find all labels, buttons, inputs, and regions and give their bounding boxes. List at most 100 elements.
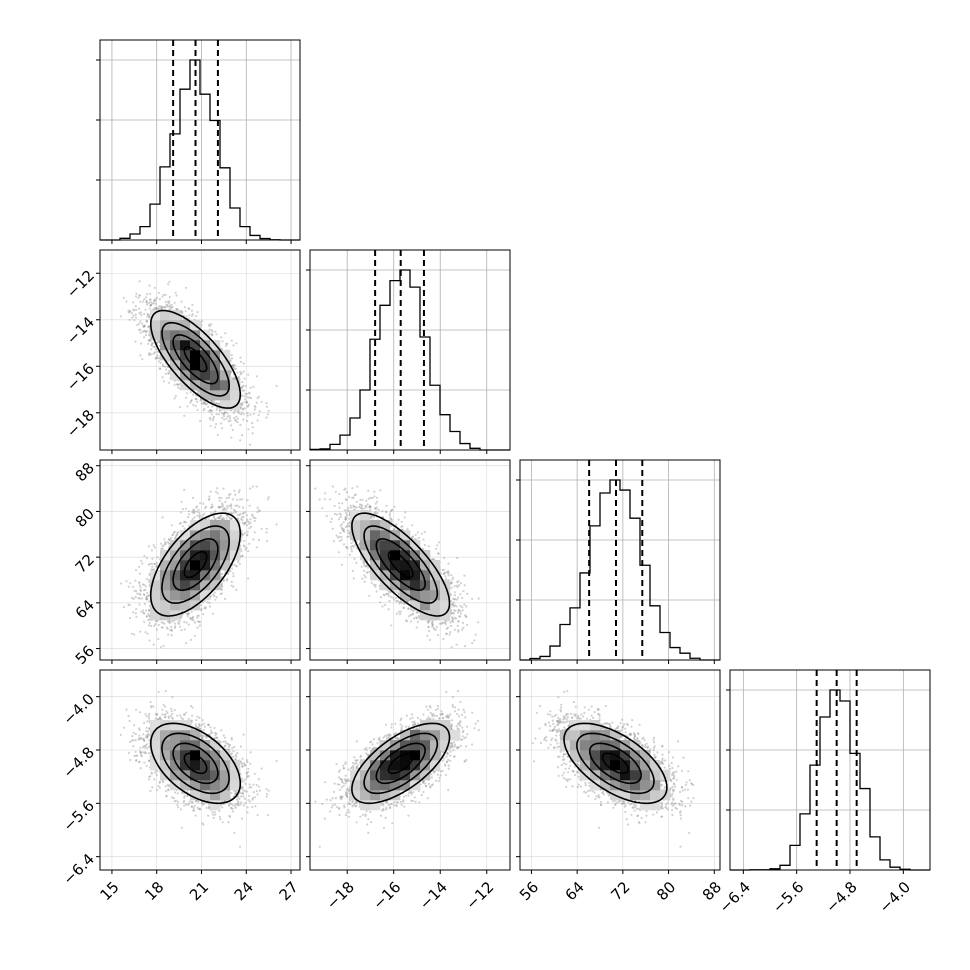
sample-point (147, 633, 149, 635)
sample-point (221, 340, 223, 342)
sample-point (195, 315, 197, 317)
sample-point (241, 381, 243, 383)
sample-point (243, 413, 245, 415)
sample-point (143, 336, 145, 338)
sample-point (231, 357, 233, 359)
sample-point (213, 416, 215, 418)
sample-point (151, 342, 153, 344)
sample-point (246, 524, 248, 526)
sample-point (244, 395, 246, 397)
sample-point (164, 365, 166, 367)
sample-point (140, 586, 142, 588)
sample-point (175, 395, 177, 397)
sample-point (177, 531, 179, 533)
sample-point (226, 518, 228, 520)
sample-point (254, 406, 256, 408)
sample-point (220, 422, 222, 424)
sample-point (239, 357, 241, 359)
sample-point (201, 320, 203, 322)
sample-point (276, 385, 278, 387)
sample-point (171, 634, 173, 636)
sample-point (159, 298, 161, 300)
sample-point (145, 309, 147, 311)
sample-point (214, 592, 216, 594)
sample-point (215, 413, 217, 415)
sample-point (235, 368, 237, 370)
sample-point (163, 538, 165, 540)
sample-point (155, 358, 157, 360)
sample-point (155, 303, 157, 305)
sample-point (266, 406, 268, 408)
sample-point (243, 363, 245, 365)
sample-point (156, 562, 158, 564)
sample-point (192, 394, 194, 396)
sample-point (232, 344, 234, 346)
sample-point (212, 419, 214, 421)
sample-point (120, 315, 122, 317)
sample-point (157, 638, 159, 640)
sample-point (171, 304, 173, 306)
sample-point (195, 405, 197, 407)
sample-point (244, 385, 246, 387)
sample-point (241, 434, 243, 436)
sample-point (232, 429, 234, 431)
sample-point (133, 309, 135, 311)
density-panel-p0-p1: −18−16−14−12 (63, 250, 300, 454)
sample-point (226, 343, 228, 345)
sample-point (207, 601, 209, 603)
sample-point (157, 357, 159, 359)
sample-point (212, 330, 214, 332)
sample-point (174, 302, 176, 304)
sample-point (165, 301, 167, 303)
sample-point (244, 398, 246, 400)
sample-point (183, 489, 185, 491)
sample-point (191, 310, 193, 312)
sample-point (139, 354, 141, 356)
sample-point (212, 613, 214, 615)
sample-point (241, 412, 243, 414)
y-tick-label: −18 (63, 406, 98, 441)
y-tick-label: −16 (63, 360, 98, 395)
sample-point (135, 295, 137, 297)
sample-point (239, 424, 241, 426)
sample-point (140, 311, 142, 313)
sample-point (237, 410, 239, 412)
sample-point (236, 421, 238, 423)
sample-point (141, 358, 143, 360)
density-cell (170, 320, 180, 330)
sample-point (253, 413, 255, 415)
sample-point (246, 405, 248, 407)
sample-point (179, 406, 181, 408)
sample-point (158, 292, 160, 294)
sample-point (252, 432, 254, 434)
sample-point (183, 415, 185, 417)
sample-point (240, 372, 242, 374)
sample-point (228, 420, 230, 422)
sample-point (236, 372, 238, 374)
sample-point (234, 419, 236, 421)
y-tick-label: −12 (63, 267, 98, 302)
sample-point (174, 384, 176, 386)
sample-point (215, 423, 217, 425)
sample-point (188, 314, 190, 316)
sample-point (166, 304, 168, 306)
sample-point (235, 342, 237, 344)
sample-point (261, 401, 263, 403)
sample-point (135, 293, 137, 295)
sample-point (258, 414, 260, 416)
sample-point (186, 622, 188, 624)
sample-point (210, 323, 212, 325)
sample-point (140, 611, 142, 613)
sample-point (215, 491, 217, 493)
sample-point (246, 401, 248, 403)
sample-point (224, 332, 226, 334)
sample-point (143, 313, 145, 315)
sample-point (139, 280, 141, 282)
sample-point (243, 371, 245, 373)
sample-point (257, 507, 259, 509)
sample-point (147, 326, 149, 328)
sample-point (164, 306, 166, 308)
sample-point (135, 309, 137, 311)
sample-point (139, 301, 141, 303)
sample-point (153, 308, 155, 310)
